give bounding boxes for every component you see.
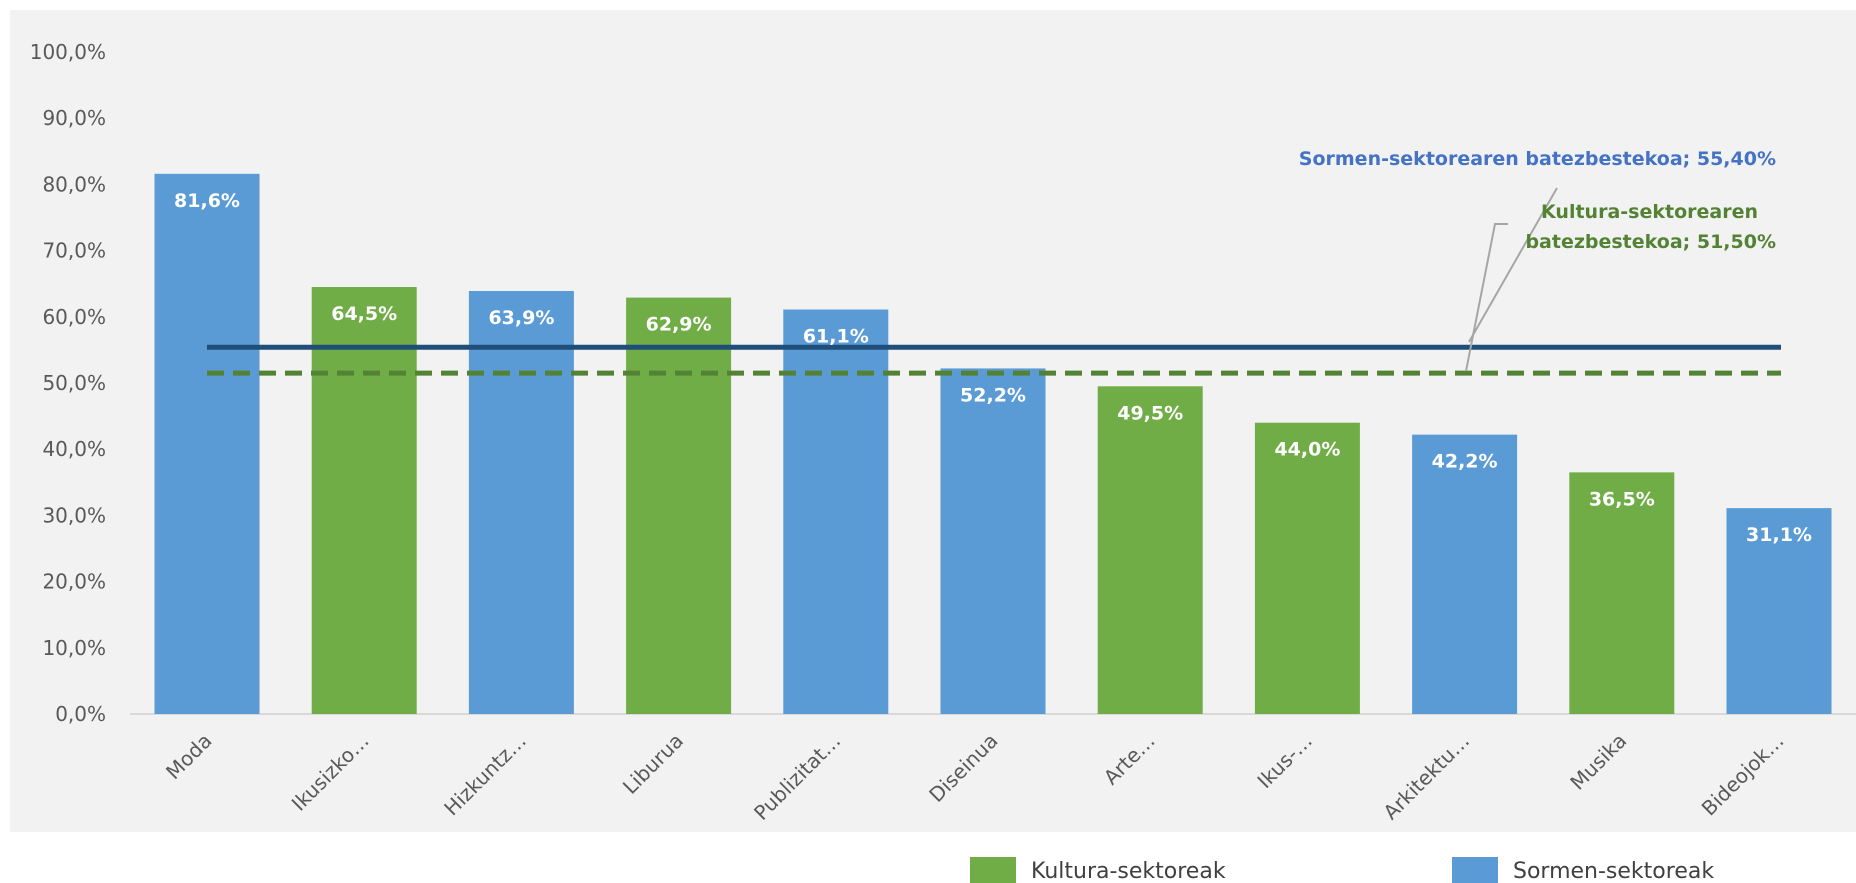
kultura-avg-label: batezbestekoa; 51,50% [1525, 231, 1776, 253]
y-tick-label: 50,0% [42, 371, 106, 395]
data-label: 62,9% [646, 314, 712, 336]
data-label: 52,2% [960, 384, 1026, 406]
bar [626, 297, 732, 714]
y-tick-label: 70,0% [42, 239, 106, 263]
bar [468, 290, 574, 714]
bar [1412, 434, 1518, 714]
average-lines: Sormen-sektorearen batezbestekoa; 55,40%… [207, 148, 1781, 376]
kultura-avg-label: Kultura-sektorearen [1541, 201, 1758, 223]
y-tick-label: 10,0% [42, 636, 106, 660]
y-tick-label: 100,0% [30, 40, 106, 64]
sormen-avg-leader-line [1468, 187, 1558, 343]
bar [311, 287, 417, 714]
data-label: 36,5% [1589, 488, 1655, 510]
bar [783, 309, 889, 714]
legend-label: Sormen-sektoreak [1513, 859, 1714, 883]
bar [1726, 508, 1832, 714]
bar [1097, 386, 1203, 714]
y-tick-label: 90,0% [42, 106, 106, 130]
legend-item-kultura: Kultura-sektoreak [970, 857, 1226, 883]
legend-swatch [1452, 857, 1498, 883]
bar [1569, 472, 1675, 714]
bar [154, 173, 260, 715]
legend-swatch [970, 857, 1016, 883]
data-label: 61,1% [803, 326, 869, 348]
legend-label: Kultura-sektoreak [1031, 859, 1226, 883]
bar [940, 368, 1046, 714]
y-tick-label: 40,0% [42, 437, 106, 461]
y-tick-label: 20,0% [42, 570, 106, 594]
data-label: 81,6% [174, 190, 240, 212]
sormen-avg-label: Sormen-sektorearen batezbestekoa; 55,40% [1299, 148, 1776, 170]
bars [154, 173, 1832, 715]
data-label: 64,5% [331, 303, 397, 325]
legend: Kultura-sektoreak Sormen-sektoreak [970, 857, 1714, 883]
y-axis: 0,0% 10,0% 20,0% 30,0% 40,0% 50,0% 60,0% 70,0% 8… [30, 40, 106, 726]
y-tick-label: 30,0% [42, 503, 106, 527]
data-label: 49,5% [1117, 402, 1183, 424]
data-label: 63,9% [488, 307, 554, 329]
kultura-avg-leader-line [1465, 223, 1508, 372]
data-labels: 81,6% 64,5% 63,9% 62,9% 61,1% 52,2% 49,5% 44,0%… [174, 190, 1812, 546]
y-tick-label: 80,0% [42, 172, 106, 196]
y-tick-label: 60,0% [42, 305, 106, 329]
data-label: 44,0% [1274, 439, 1340, 461]
data-label: 42,2% [1432, 451, 1498, 473]
data-label: 31,1% [1746, 524, 1812, 546]
legend-item-sormen: Sormen-sektoreak [1452, 857, 1714, 883]
bar [1254, 422, 1360, 714]
y-tick-label: 0,0% [55, 702, 106, 726]
